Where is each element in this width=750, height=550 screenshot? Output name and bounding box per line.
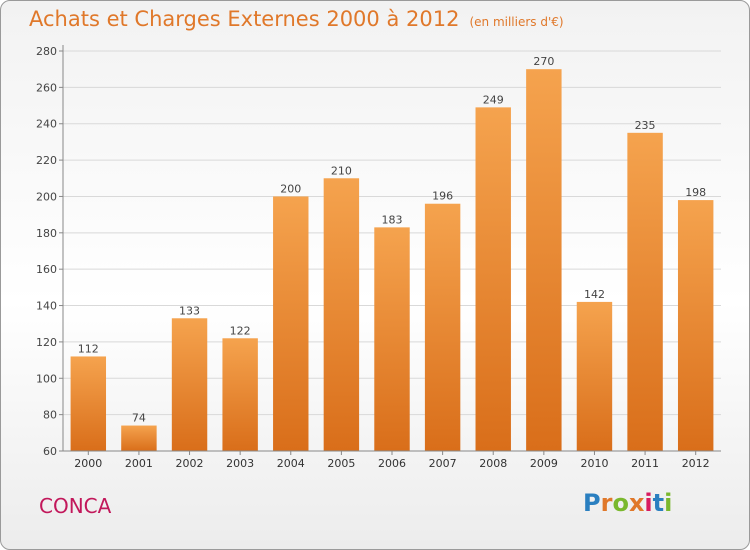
data-label: 74: [132, 412, 146, 425]
logo-letter: r: [600, 489, 613, 517]
bar: [121, 425, 157, 451]
logo-letter: o: [612, 489, 629, 517]
bar: [374, 227, 410, 451]
x-tick-label: 2006: [378, 457, 406, 470]
x-tick-label: 2000: [74, 457, 102, 470]
data-label: 196: [432, 190, 453, 203]
y-tick-label: 140: [36, 300, 57, 313]
y-tick-label: 120: [36, 336, 57, 349]
data-label: 210: [331, 164, 352, 177]
logo-letter: x: [628, 489, 645, 517]
bar: [677, 200, 714, 451]
y-tick-label: 260: [36, 81, 57, 94]
x-tick-label: 2008: [479, 457, 507, 470]
bar: [475, 107, 511, 451]
y-tick-label: 60: [43, 445, 57, 458]
data-label: 198: [685, 186, 706, 199]
bar: [424, 203, 461, 451]
y-tick-label: 100: [36, 372, 57, 385]
logo-letter: P: [583, 489, 601, 517]
y-tick-label: 180: [36, 227, 57, 240]
x-tick-label: 2001: [125, 457, 153, 470]
chart-title: Achats et Charges Externes 2000 à 2012 (e…: [29, 7, 564, 31]
x-axis: 2000 2001 2002 2003 2004 2005 2006 2007 2008 2009…: [63, 450, 721, 470]
logo-letter: i: [664, 489, 673, 517]
bar: [526, 69, 562, 451]
data-label: 133: [179, 304, 200, 317]
x-tick-label: 2010: [580, 457, 608, 470]
logo-letter: i: [644, 489, 653, 517]
bar: [222, 338, 258, 451]
x-tick-label: 2003: [226, 457, 254, 470]
y-tick-label: 200: [36, 190, 57, 203]
proxiti-logo[interactable]: Proxiti: [583, 489, 672, 517]
data-label: 142: [584, 288, 605, 301]
data-label: 122: [230, 324, 251, 337]
data-label: 183: [382, 213, 403, 226]
x-tick-label: 2009: [530, 457, 558, 470]
bar: [70, 356, 107, 451]
y-tick-label: 160: [36, 263, 57, 276]
bars: 112 74 133 122 200 210 183 196 249 270 142 235 198: [70, 55, 714, 452]
bar: [323, 178, 360, 452]
y-axis: 60 80 100 120 140 160 180 200 220 240 260 280: [36, 45, 64, 458]
x-tick-label: 2007: [429, 457, 457, 470]
y-tick-label: 280: [36, 45, 57, 58]
x-tick-label: 2012: [682, 457, 710, 470]
x-tick-label: 2011: [631, 457, 659, 470]
x-tick-label: 2005: [327, 457, 355, 470]
x-tick-label: 2002: [176, 457, 204, 470]
bar: [171, 318, 208, 451]
bar: [576, 301, 613, 451]
y-tick-label: 80: [43, 409, 57, 422]
data-label: 112: [78, 342, 99, 355]
x-tick-label: 2004: [277, 457, 305, 470]
data-label: 200: [280, 182, 301, 195]
data-label: 270: [533, 55, 554, 68]
bar: [273, 196, 309, 451]
bar: [627, 132, 663, 451]
y-tick-label: 240: [36, 118, 57, 131]
title-text: Achats et Charges Externes 2000 à 2012: [29, 7, 460, 31]
title-unit: (en milliers d'€): [469, 15, 564, 29]
y-tick-label: 220: [36, 154, 57, 167]
data-label: 235: [635, 119, 656, 132]
logo-letter: t: [652, 489, 665, 517]
commune-name: CONCA: [39, 494, 112, 518]
data-label: 249: [483, 93, 504, 106]
